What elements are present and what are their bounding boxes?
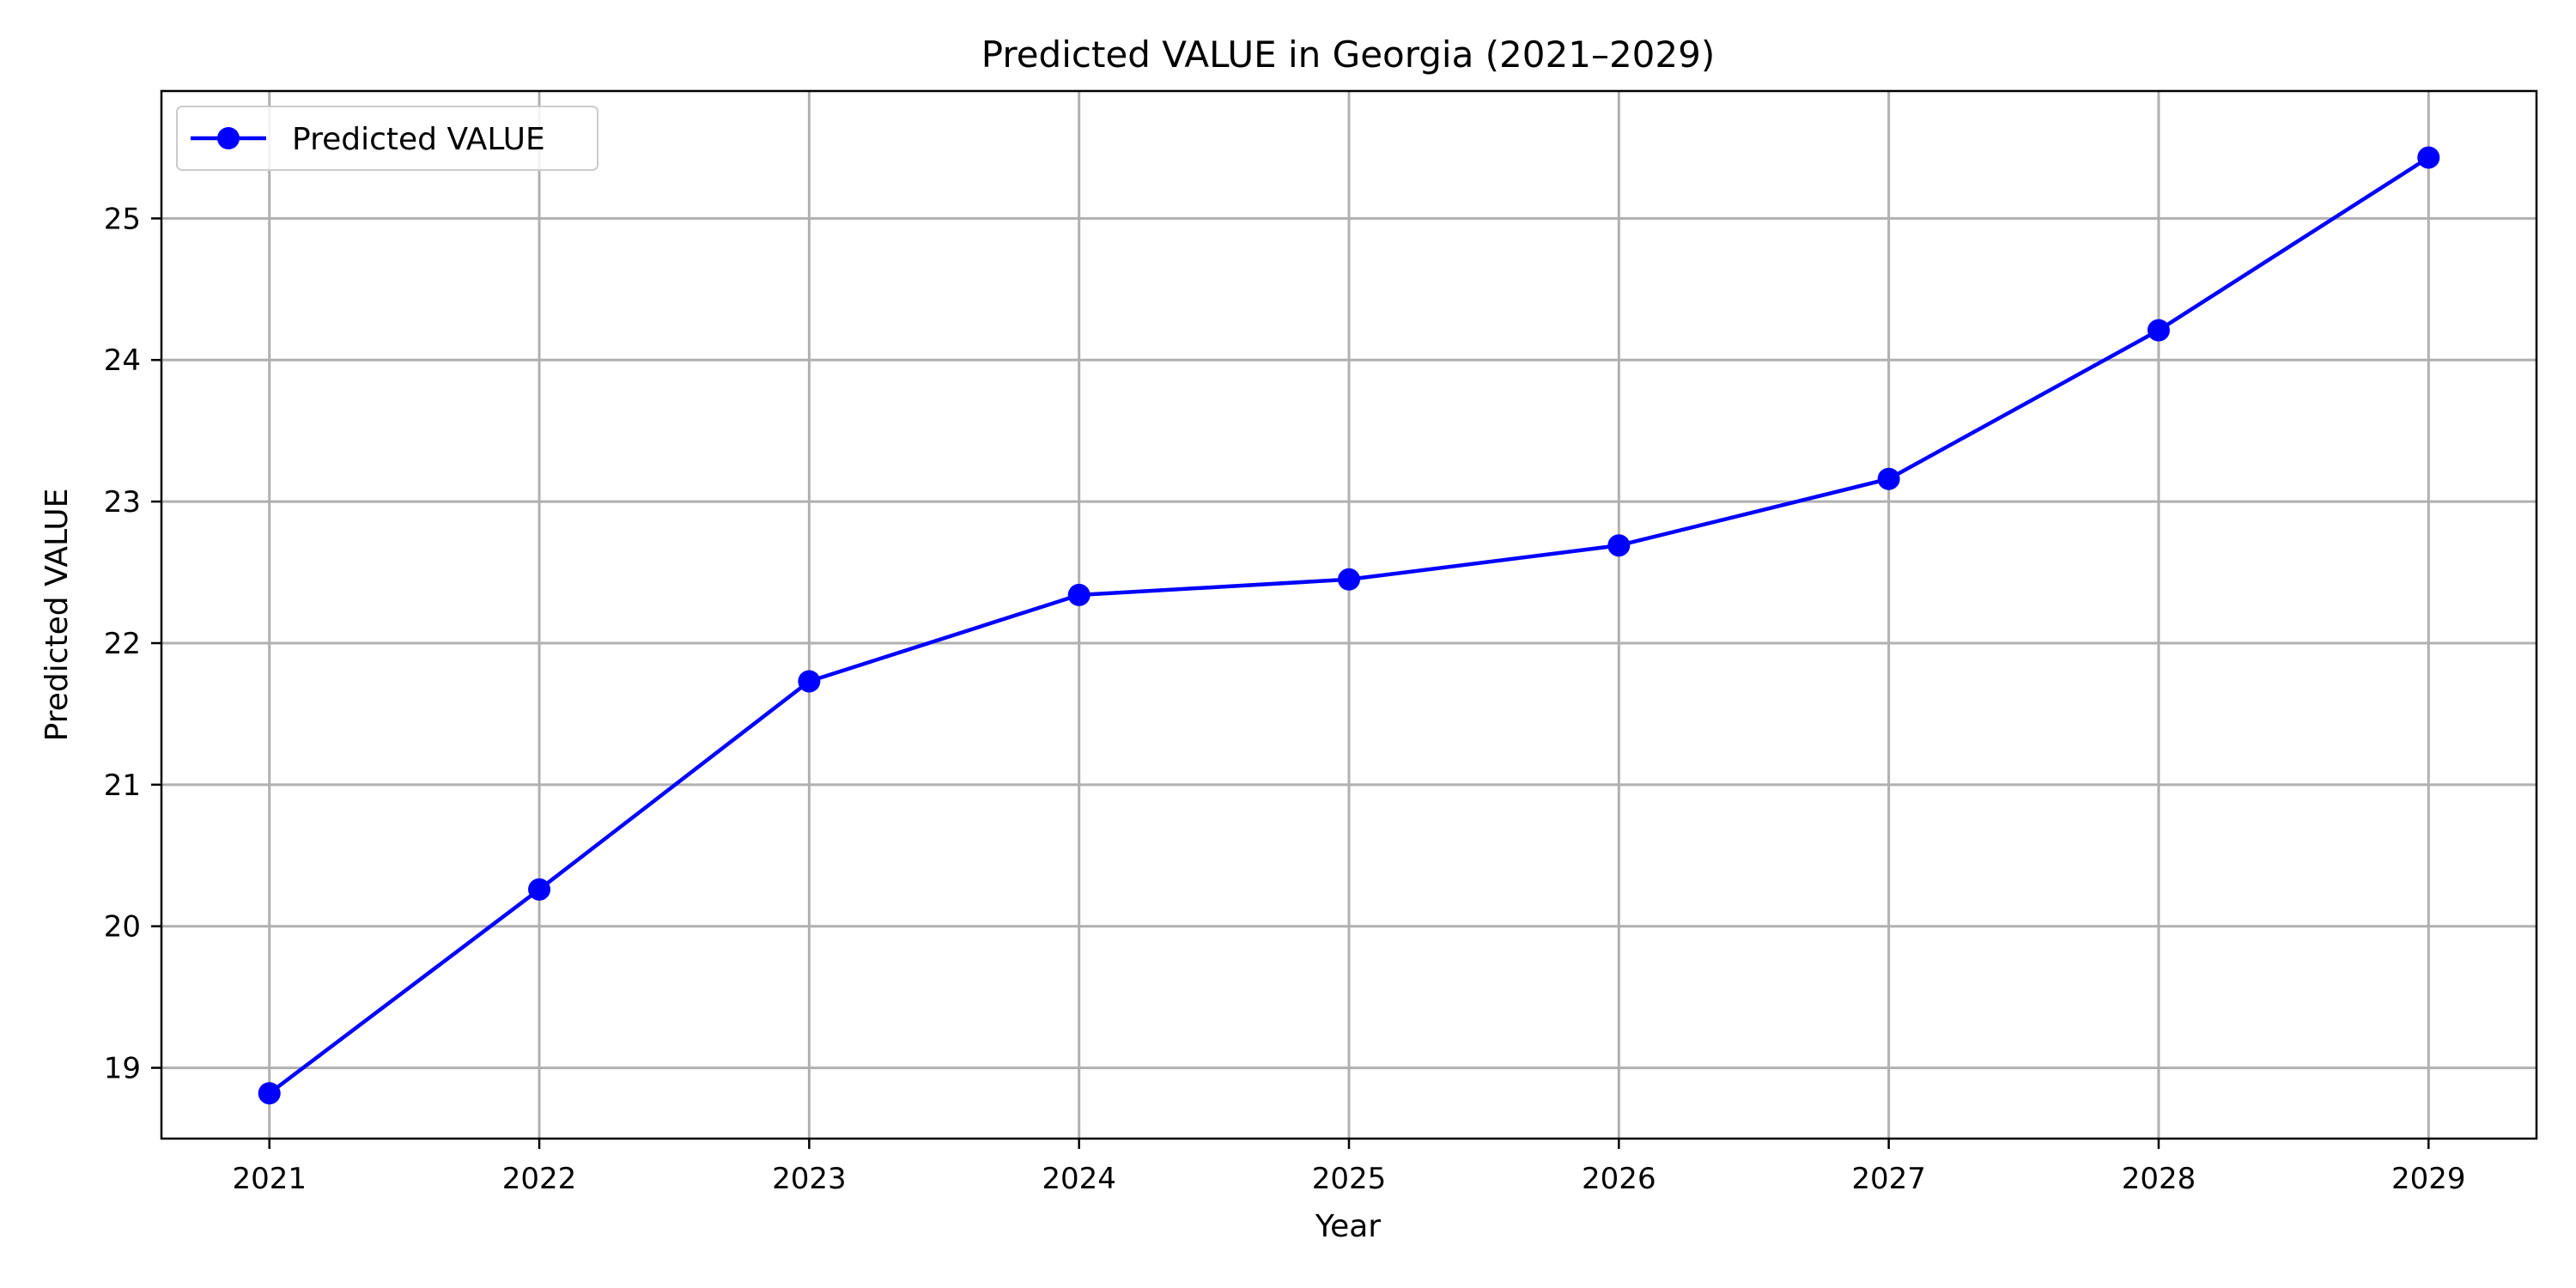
legend-box	[176, 106, 598, 171]
data-point	[1067, 583, 1091, 606]
y-axis-label: Predicted VALUE	[39, 489, 75, 742]
x-tick-label: 2027	[1851, 1162, 1926, 1196]
data-point	[528, 878, 551, 901]
x-tick-label: 2028	[2122, 1162, 2196, 1196]
x-tick-label: 2021	[232, 1162, 307, 1196]
y-tick-label: 23	[104, 485, 141, 519]
y-tick-label: 25	[104, 202, 141, 236]
data-point	[2147, 319, 2170, 342]
y-tick-label: 22	[104, 627, 141, 661]
legend-marker-swatch	[217, 127, 240, 149]
y-tick-label: 24	[104, 343, 141, 378]
x-tick-label: 2026	[1582, 1162, 1656, 1196]
data-point	[2417, 146, 2440, 169]
grid	[161, 91, 2537, 1139]
data-point	[1607, 534, 1631, 557]
series-layer	[258, 146, 2440, 1105]
legend: Predicted VALUE	[176, 106, 598, 171]
chart-title: Predicted VALUE in Georgia (2021–2029)	[981, 33, 1715, 76]
x-axis-label: Year	[1315, 1209, 1381, 1244]
data-point	[1338, 568, 1360, 591]
x-tick-label: 2029	[2391, 1162, 2466, 1196]
data-point	[1877, 467, 1900, 490]
x-tick-label: 2022	[502, 1162, 577, 1196]
data-point	[798, 670, 821, 693]
y-tick-label: 20	[104, 910, 141, 945]
x-tick-label: 2025	[1312, 1162, 1387, 1196]
x-tick-label: 2024	[1042, 1162, 1116, 1196]
data-point	[258, 1082, 281, 1105]
y-tick-label: 19	[104, 1052, 141, 1086]
y-tick-label: 21	[104, 769, 141, 803]
plot-frame	[160, 89, 2538, 1140]
axis-ticks: 2021 2022 2023 2024 2025 2026 2027 2028 20291920…	[104, 202, 2466, 1196]
x-tick-label: 2023	[772, 1162, 847, 1196]
legend-label: Predicted VALUE	[292, 122, 545, 157]
